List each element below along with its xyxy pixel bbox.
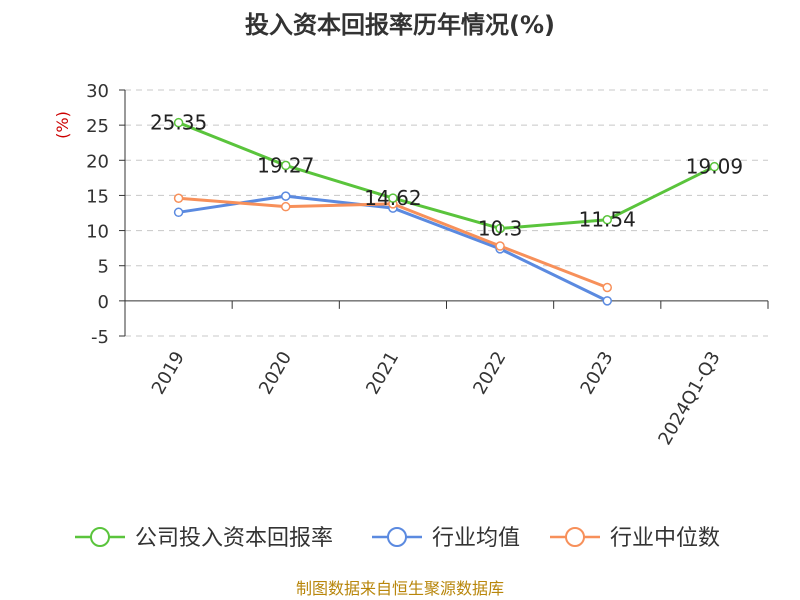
x-tick-label: 2022 <box>469 348 510 398</box>
chart-title: 投入资本回报率历年情况(%) <box>245 11 555 39</box>
data-label: 19.09 <box>686 155 743 179</box>
axes: 30 25 20 15 10 5 0 -5 2019 2020 2021 2022 2023 2024Q1… <box>86 81 769 449</box>
y-tick-label: 10 <box>86 222 109 243</box>
data-label: 10.3 <box>478 216 523 240</box>
data-point <box>709 161 720 172</box>
data-labels: 25.35 19.27 14.62 10.3 11.54 19.09 <box>150 111 743 241</box>
legend-marker <box>387 527 407 547</box>
data-label: 19.27 <box>257 153 314 177</box>
y-axis-label: (%) <box>53 111 72 139</box>
series-line-0 <box>178 121 716 230</box>
y-tick-label: 25 <box>86 116 109 137</box>
x-tick-label: 2019 <box>148 348 189 398</box>
data-point <box>602 214 612 225</box>
data-point <box>388 193 398 203</box>
y-tick-label: 30 <box>86 81 109 102</box>
y-tick-label: 5 <box>98 257 109 278</box>
grid-lines <box>125 89 768 337</box>
data-label: 25.35 <box>150 111 207 135</box>
data-point <box>173 117 184 128</box>
data-label: 14.62 <box>364 186 421 210</box>
legend-marker <box>565 527 585 547</box>
legend-label: 行业中位数 <box>610 526 720 551</box>
x-tick-label: 2024Q1-Q3 <box>654 348 724 449</box>
data-point <box>281 191 291 201</box>
x-tick-label: 2020 <box>255 348 296 398</box>
data-point <box>495 241 505 251</box>
data-point <box>602 296 612 306</box>
x-tick-label: 2023 <box>576 348 617 398</box>
data-label: 11.54 <box>579 208 636 232</box>
legend-marker <box>90 527 110 547</box>
data-point <box>602 282 612 293</box>
x-tick-label: 2021 <box>362 348 403 398</box>
series-group <box>173 117 720 306</box>
data-point <box>173 193 184 203</box>
y-tick-label: 15 <box>86 186 109 207</box>
data-point <box>173 207 184 218</box>
y-tick-label: 0 <box>98 292 109 313</box>
data-point <box>281 201 291 212</box>
data-point <box>281 160 291 171</box>
legend-label: 公司投入资本回报率 <box>135 526 333 551</box>
legend-label: 行业均值 <box>432 526 520 551</box>
y-tick-label: 20 <box>86 151 109 172</box>
source-note: 制图数据来自恒生聚源数据库 <box>296 579 504 598</box>
y-tick-label: -5 <box>91 327 109 348</box>
data-point <box>495 223 505 234</box>
legend: 公司投入资本回报率 行业均值 行业中位数 <box>75 526 720 551</box>
